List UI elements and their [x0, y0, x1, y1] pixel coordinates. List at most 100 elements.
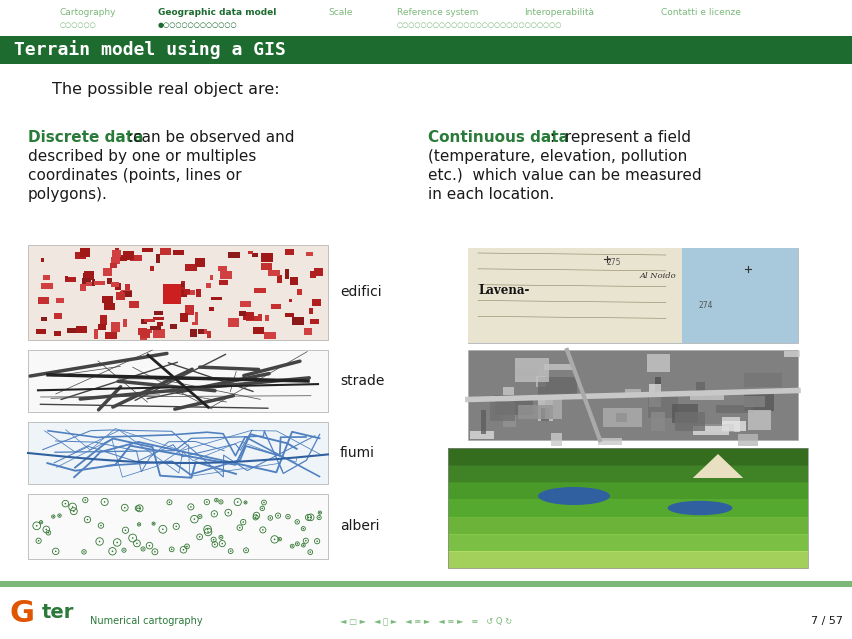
Bar [544, 364, 571, 369]
Bar [598, 438, 621, 445]
Circle shape [142, 548, 144, 550]
Bar [143, 319, 155, 322]
Bar [722, 421, 745, 431]
Circle shape [48, 532, 49, 534]
Circle shape [136, 543, 137, 544]
Bar [468, 248, 797, 343]
Circle shape [212, 539, 214, 541]
Bar [447, 448, 807, 466]
Bar [303, 328, 312, 335]
Circle shape [206, 528, 208, 530]
Circle shape [309, 516, 311, 518]
Circle shape [291, 545, 293, 547]
Bar [292, 317, 303, 325]
Text: edifici: edifici [340, 286, 381, 300]
Bar [141, 320, 147, 323]
Circle shape [199, 516, 200, 518]
Circle shape [45, 528, 47, 530]
Bar [0, 587, 852, 639]
Bar [130, 301, 138, 307]
Bar [103, 268, 112, 276]
Bar [83, 273, 90, 279]
Circle shape [83, 551, 84, 553]
Bar [738, 435, 757, 445]
Circle shape [72, 506, 73, 508]
Circle shape [220, 501, 222, 503]
Bar [648, 396, 677, 418]
Text: alberi: alberi [340, 520, 379, 534]
Bar [102, 296, 112, 304]
Bar [502, 405, 515, 427]
Bar [261, 253, 273, 262]
Bar [219, 280, 227, 285]
Bar [240, 301, 250, 307]
Circle shape [242, 521, 244, 523]
Bar [675, 412, 705, 431]
Bar [254, 288, 266, 293]
Circle shape [220, 537, 222, 538]
Bar [285, 269, 288, 279]
Bar [312, 298, 320, 305]
Bar [538, 400, 552, 421]
Circle shape [84, 499, 86, 501]
Text: Discrete data: Discrete data [28, 130, 143, 145]
Circle shape [186, 546, 187, 547]
Bar [252, 253, 258, 257]
Circle shape [73, 511, 74, 512]
Bar [150, 266, 154, 271]
Circle shape [36, 525, 37, 527]
Bar [41, 282, 53, 289]
Bar [264, 332, 276, 339]
Text: Contatti e licenze: Contatti e licenze [660, 8, 740, 17]
Bar [447, 534, 807, 552]
Bar [290, 277, 297, 285]
Bar [277, 275, 282, 282]
Bar [253, 327, 264, 334]
Bar [495, 395, 532, 415]
Text: Cartography: Cartography [60, 8, 116, 17]
Bar [206, 282, 211, 288]
Bar [227, 318, 239, 327]
Bar [544, 399, 561, 419]
Bar [262, 263, 272, 270]
Bar [721, 417, 740, 432]
Circle shape [245, 550, 246, 551]
Bar [95, 329, 97, 339]
Circle shape [316, 541, 318, 542]
Bar [743, 396, 764, 407]
Bar [314, 268, 323, 276]
Circle shape [87, 519, 88, 520]
Bar [186, 290, 195, 295]
Bar [220, 271, 232, 279]
Circle shape [124, 507, 125, 509]
Circle shape [287, 516, 289, 518]
Bar [36, 330, 46, 334]
Circle shape [137, 507, 139, 509]
Text: Numerical cartography: Numerical cartography [90, 616, 203, 626]
Text: 275: 275 [606, 258, 620, 266]
Bar [285, 249, 293, 256]
Bar [86, 282, 95, 286]
Bar [111, 257, 120, 265]
Bar [783, 351, 799, 357]
Circle shape [237, 501, 239, 503]
Bar [289, 298, 291, 302]
Bar [65, 277, 76, 282]
Circle shape [153, 523, 154, 525]
Bar [615, 413, 626, 422]
Bar [28, 494, 328, 559]
Bar [105, 332, 117, 339]
Text: ●○○○○○○○○○○○○: ●○○○○○○○○○○○○ [158, 22, 237, 28]
Bar [296, 289, 302, 295]
Circle shape [176, 525, 177, 527]
Bar [268, 270, 279, 276]
Bar [248, 251, 253, 254]
Bar [54, 313, 62, 319]
Bar [646, 354, 670, 371]
Circle shape [138, 523, 140, 525]
Bar [447, 482, 807, 500]
Bar [671, 404, 698, 423]
Circle shape [148, 545, 150, 546]
Bar [207, 331, 211, 338]
Circle shape [99, 541, 101, 543]
